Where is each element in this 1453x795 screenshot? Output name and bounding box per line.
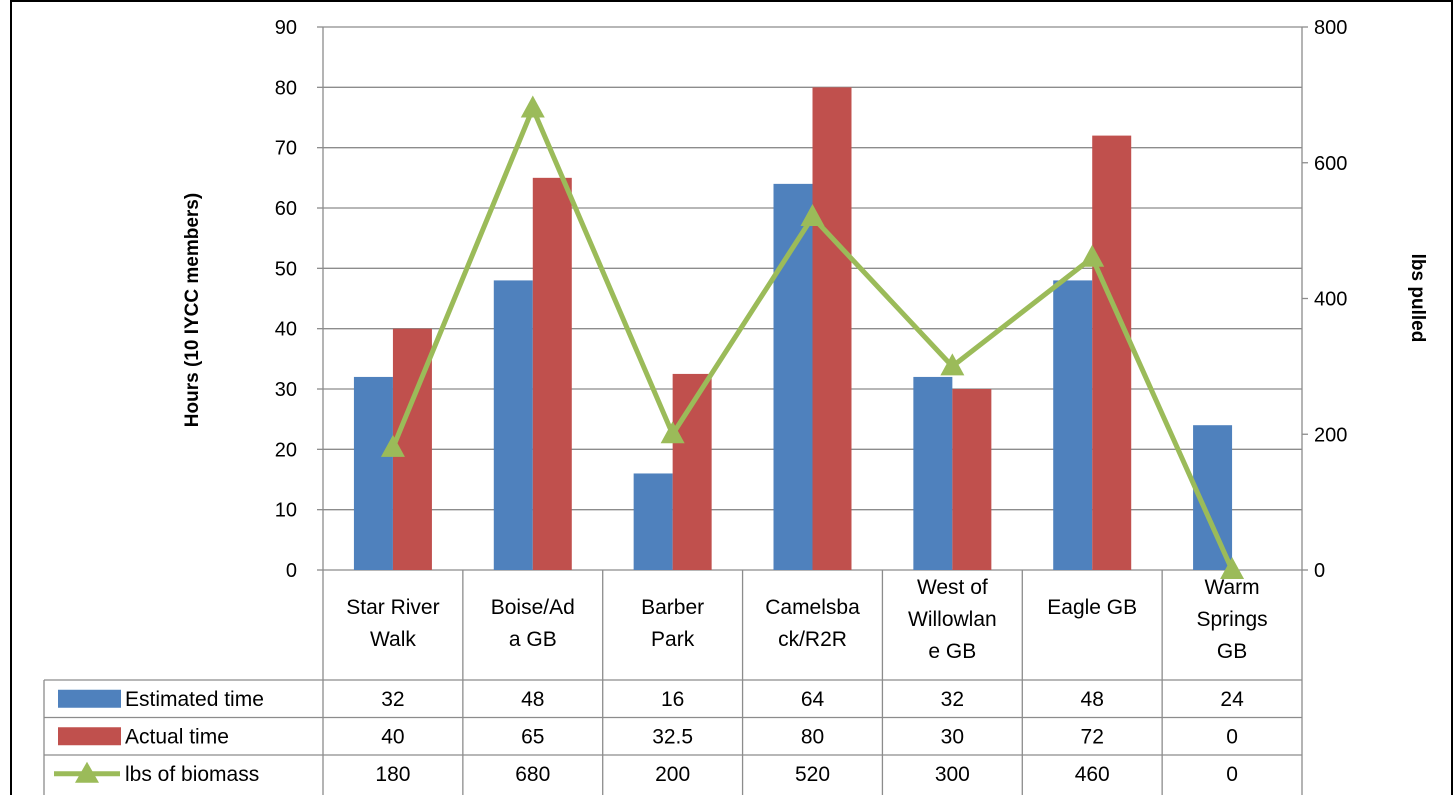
- bar-actual-time: [812, 87, 852, 570]
- data-value-label: 0: [1226, 763, 1238, 786]
- y-tick-label: 90: [275, 17, 297, 39]
- category-label: Warm: [1204, 576, 1259, 599]
- category-label: e GB: [928, 640, 976, 663]
- data-value-label: 65: [521, 725, 544, 748]
- category-label: West of: [917, 576, 988, 599]
- data-value-label: 180: [375, 763, 410, 786]
- category-label: Barber: [641, 596, 704, 619]
- category-label: Camelsba: [765, 596, 860, 619]
- bar-actual-time: [952, 389, 992, 570]
- chart-frame: [10, 0, 1453, 795]
- y-tick-label: 70: [275, 138, 297, 160]
- bar-estimated-time: [1053, 280, 1093, 570]
- data-value-label: 64: [801, 688, 825, 711]
- data-table: Star River Walk Boise/Ad a GB Barber Park Came…: [43, 570, 1303, 795]
- legend-key-actual-time: [58, 727, 121, 746]
- data-value-label: 0: [1226, 725, 1238, 748]
- data-value-label: 520: [795, 763, 830, 786]
- line-marker-triangle: [1220, 557, 1245, 579]
- data-value-label: 680: [515, 763, 550, 786]
- line-marker-triangle: [940, 353, 965, 376]
- bar-estimated-time: [773, 183, 813, 570]
- y2-tick-label: 200: [1314, 424, 1347, 446]
- data-value-label: 32.5: [652, 725, 693, 748]
- bar-estimated-time: [633, 473, 673, 570]
- data-value-label: 48: [521, 688, 544, 711]
- category-label: GB: [1217, 640, 1247, 663]
- axes: 0 10 20 30 40 50 60 70 80 90 0 200 400 600 800: [275, 17, 1348, 582]
- y2-tick-label: 0: [1314, 560, 1325, 582]
- data-value-label: 200: [655, 763, 690, 786]
- data-value-label: 32: [941, 688, 964, 711]
- y2-tick-label: 600: [1314, 153, 1347, 175]
- legend-key-triangle: [75, 761, 99, 783]
- y2-axis-label: lbs pulled: [1407, 254, 1428, 343]
- data-value-label: 30: [941, 725, 964, 748]
- category-label: Eagle GB: [1047, 596, 1137, 619]
- y-tick-label: 40: [275, 319, 297, 341]
- y-tick-label: 0: [286, 560, 297, 582]
- category-label: Park: [651, 628, 695, 651]
- line-marker-triangle: [1080, 244, 1105, 267]
- data-value-label: 48: [1081, 688, 1104, 711]
- category-label: Star River: [346, 596, 439, 619]
- bar-estimated-time: [493, 280, 533, 570]
- y-axis-label: Hours (10 IYCC members): [182, 193, 203, 427]
- data-value-label: 40: [381, 725, 404, 748]
- y2-tick-label: 400: [1314, 289, 1347, 311]
- bar-estimated-time: [913, 376, 953, 570]
- y-tick-label: 20: [275, 439, 297, 461]
- y-tick-label: 80: [275, 77, 297, 99]
- category-label: Boise/Ad: [491, 596, 575, 619]
- y-tick-label: 60: [275, 198, 297, 220]
- line-marker-triangle: [660, 421, 685, 444]
- y2-tick-label: 800: [1314, 17, 1347, 39]
- bar-series: [353, 87, 1233, 571]
- data-value-label: 24: [1220, 688, 1244, 711]
- data-value-label: 80: [801, 725, 824, 748]
- category-label: a GB: [509, 628, 557, 651]
- y-tick-label: 10: [275, 500, 297, 522]
- line-series: [380, 95, 1245, 579]
- line-marker-triangle: [380, 434, 405, 457]
- bar-actual-time: [1092, 135, 1132, 570]
- data-value-label: 32: [381, 688, 404, 711]
- line-marker-triangle: [800, 204, 825, 227]
- category-label: ck/R2R: [778, 628, 847, 651]
- data-value-label: 16: [661, 688, 684, 711]
- data-value-label: 460: [1075, 763, 1110, 786]
- category-label: Walk: [370, 628, 416, 651]
- y-tick-label: 30: [275, 379, 297, 401]
- line-marker-triangle: [520, 95, 545, 118]
- series-name: Actual time: [125, 725, 229, 748]
- data-value-label: 300: [935, 763, 970, 786]
- series-name: Estimated time: [125, 688, 264, 711]
- data-value-label: 72: [1081, 725, 1104, 748]
- bar-estimated-time: [353, 376, 393, 570]
- y-tick-label: 50: [275, 258, 297, 280]
- legend-key-estimated-time: [58, 689, 121, 708]
- category-label: Springs: [1196, 608, 1267, 631]
- bar-actual-time: [532, 177, 572, 571]
- series-name: lbs of biomass: [125, 763, 259, 786]
- category-label: Willowlan: [908, 608, 997, 631]
